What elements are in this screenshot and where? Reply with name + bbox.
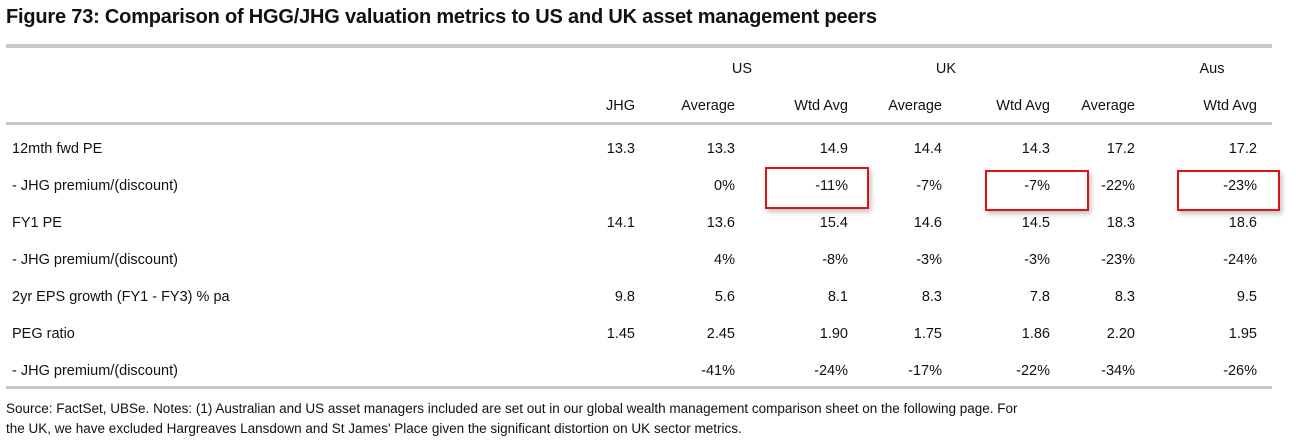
row-label: - JHG premium/(discount): [12, 252, 178, 268]
table-cell: 1.75: [913, 326, 942, 342]
table-cell: -11%: [815, 178, 848, 194]
table-cell: 15.4: [819, 215, 848, 231]
highlight-box-aus-wtd: [1177, 170, 1280, 211]
table-cell: -23%: [1223, 178, 1257, 194]
table-cell: 4%: [714, 252, 735, 268]
table-cell: 14.3: [1021, 141, 1050, 157]
table-cell: 8.3: [921, 289, 942, 305]
table-cell: 14.4: [913, 141, 942, 157]
column-header: Average: [681, 98, 735, 114]
table-cell: 13.3: [606, 141, 635, 157]
highlight-box-us-wtd: [765, 167, 869, 209]
table-cell: 1.86: [1021, 326, 1050, 342]
header-rule: [6, 122, 1272, 125]
table-cell: -34%: [1101, 363, 1135, 379]
table-cell: 9.8: [614, 289, 635, 305]
table-cell: 17.2: [1228, 141, 1257, 157]
table-cell: 7.8: [1029, 289, 1050, 305]
table-cell: -3%: [916, 252, 942, 268]
table-cell: 17.2: [1106, 141, 1135, 157]
group-header-aus: Aus: [1199, 61, 1225, 77]
table-cell: -3%: [1024, 252, 1050, 268]
figure-title: Figure 73: Comparison of HGG/JHG valuati…: [6, 6, 877, 28]
top-rule: [6, 44, 1272, 48]
table-cell: 5.6: [714, 289, 735, 305]
table-cell: -41%: [701, 363, 735, 379]
table-cell: 13.6: [706, 215, 735, 231]
table-cell: 18.6: [1228, 215, 1257, 231]
table-cell: 14.5: [1021, 215, 1050, 231]
table-cell: 8.3: [1114, 289, 1135, 305]
row-label: - JHG premium/(discount): [12, 178, 178, 194]
table-cell: -8%: [822, 252, 848, 268]
table-cell: 8.1: [827, 289, 848, 305]
column-header: Average: [888, 98, 942, 114]
table-cell: -17%: [908, 363, 942, 379]
row-label: - JHG premium/(discount): [12, 363, 178, 379]
row-label: FY1 PE: [12, 215, 62, 231]
table-cell: -26%: [1223, 363, 1257, 379]
source-line: the UK, we have excluded Hargreaves Lans…: [6, 421, 742, 436]
table-cell: 1.45: [606, 326, 635, 342]
group-header-uk: UK: [935, 61, 957, 77]
group-header-us: US: [731, 61, 753, 77]
table-cell: 1.90: [819, 326, 848, 342]
table-cell: 1.95: [1228, 326, 1257, 342]
row-label: 12mth fwd PE: [12, 141, 103, 157]
table-cell: 14.1: [606, 215, 635, 231]
table-cell: 9.5: [1236, 289, 1257, 305]
column-header: Wtd Avg: [996, 98, 1050, 114]
table-cell: -7%: [916, 178, 942, 194]
source-line: Source: FactSet, UBSe. Notes: (1) Austra…: [6, 401, 1018, 416]
table-cell: 14.9: [819, 141, 848, 157]
column-header: Average: [1081, 98, 1135, 114]
table-cell: 0%: [714, 178, 735, 194]
table-cell: 2.45: [706, 326, 735, 342]
table-cell: -22%: [1101, 178, 1135, 194]
column-header: JHG: [606, 98, 635, 114]
table-cell: -22%: [1016, 363, 1050, 379]
table-cell: -24%: [1223, 252, 1257, 268]
table-cell: 18.3: [1106, 215, 1135, 231]
table-cell: -7%: [1024, 178, 1050, 194]
table-cell: -24%: [814, 363, 848, 379]
table-cell: 2.20: [1106, 326, 1135, 342]
source-note: Source: FactSet, UBSe. Notes: (1) Austra…: [6, 399, 1286, 439]
row-label: PEG ratio: [12, 326, 75, 342]
table-cell: -23%: [1101, 252, 1135, 268]
table-cell: 13.3: [706, 141, 735, 157]
row-label: 2yr EPS growth (FY1 - FY3) % pa: [12, 289, 230, 305]
bottom-rule: [6, 386, 1272, 389]
table-cell: 14.6: [913, 215, 942, 231]
column-header: Wtd Avg: [1203, 98, 1257, 114]
column-header: Wtd Avg: [794, 98, 848, 114]
highlight-box-uk-wtd: [985, 170, 1089, 211]
